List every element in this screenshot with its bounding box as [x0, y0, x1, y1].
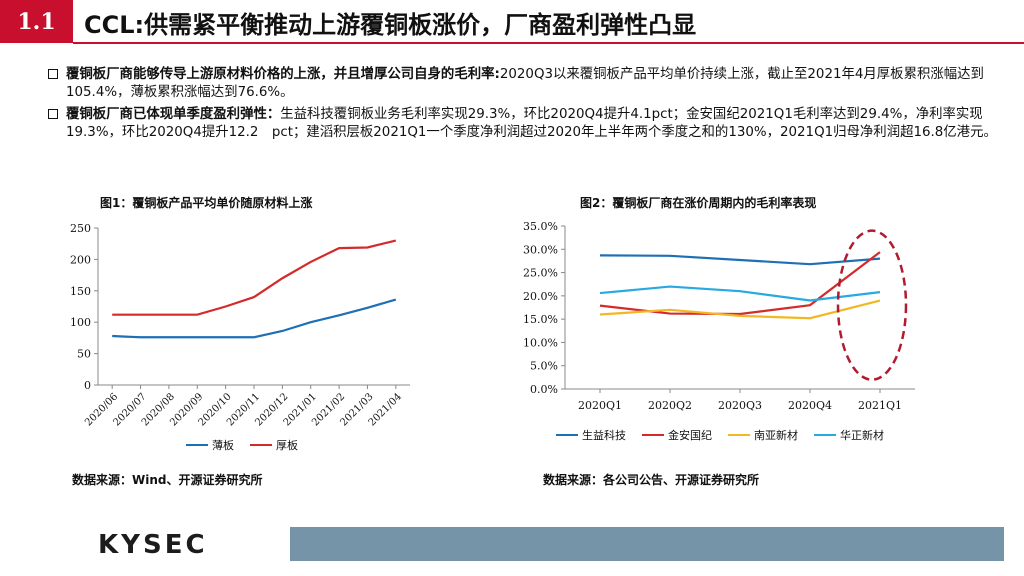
x-tick-label: 2020Q1: [578, 399, 622, 412]
legend-swatch: [728, 434, 750, 436]
x-tick-label: 2020Q2: [648, 399, 692, 412]
chart2-legend: 生益科技 金安国纪 南亚新材 华正新材: [556, 427, 900, 443]
legend-swatch: [642, 434, 664, 436]
bullet-item-1: 覆铜板厂商能够传导上游原材料价格的上涨，并且增厚公司自身的毛利率:2020Q3以…: [48, 66, 1018, 102]
y-tick-label: 5.0%: [530, 360, 558, 373]
y-tick-label: 50: [77, 348, 91, 361]
chart1-title: 图1：覆铜板产品平均单价随原材料上涨: [100, 196, 313, 210]
chart2-svg: 0.0% 5.0% 10.0% 15.0% 20.0% 25.0% 30.0% 35.0% 20…: [523, 220, 915, 412]
legend-item: 华正新材: [814, 427, 884, 443]
highlight-ellipse: [836, 229, 908, 381]
page-title: CCL:供需紧平衡推动上游覆铜板涨价，厂商盈利弹性凸显: [84, 11, 697, 39]
legend-item: 生益科技: [556, 427, 626, 443]
bullet-body: 生益科技覆铜板业务毛利率实现29.3%，环比2020Q4提升4.1pct；金安国…: [66, 107, 997, 140]
legend-item: 薄板: [186, 437, 234, 453]
legend-item: 金安国纪: [642, 427, 712, 443]
bullet-bold: 覆铜板厂商已体现单季度盈利弹性：: [66, 107, 281, 122]
x-tick-label: 2020Q3: [718, 399, 762, 412]
legend-swatch: [250, 444, 272, 446]
legend-label: 南亚新材: [754, 429, 798, 442]
title-underline: [73, 42, 1024, 44]
legend-label: 厚板: [276, 439, 298, 452]
y-tick-label: 100: [70, 316, 91, 329]
y-tick-label: 250: [70, 222, 91, 235]
y-tick-label: 30.0%: [523, 243, 558, 256]
y-tick-label: 25.0%: [523, 267, 558, 280]
chart1-title-wrap: 图1：覆铜板产品平均单价随原材料上涨: [100, 192, 312, 211]
y-tick-label: 20.0%: [523, 290, 558, 303]
bullet-item-2: 覆铜板厂商已体现单季度盈利弹性：生益科技覆铜板业务毛利率实现29.3%，环比20…: [48, 106, 1018, 142]
legend-item: 南亚新材: [728, 427, 798, 443]
series-line-2: [112, 239, 397, 316]
series-line-1: [112, 298, 397, 339]
kysec-logo: KYSEC: [98, 530, 208, 560]
square-bullet-icon: [48, 109, 58, 119]
legend-label: 生益科技: [582, 429, 626, 442]
bullet-list: 覆铜板厂商能够传导上游原材料价格的上涨，并且增厚公司自身的毛利率:2020Q3以…: [48, 66, 1018, 146]
footer-bar: [290, 527, 1004, 561]
chart2-title-wrap: 图2：覆铜板厂商在涨价周期内的毛利率表现: [580, 192, 816, 211]
legend-label: 华正新材: [840, 429, 884, 442]
chart2-title: 图2：覆铜板厂商在涨价周期内的毛利率表现: [580, 196, 817, 210]
chart1-legend: 薄板 厚板: [186, 437, 314, 453]
y-tick-label: 15.0%: [523, 313, 558, 326]
legend-swatch: [186, 444, 208, 446]
legend-item: 厚板: [250, 437, 298, 453]
square-bullet-icon: [48, 69, 58, 79]
y-tick-label: 150: [70, 285, 91, 298]
chart1-source: 数据来源：Wind、开源证券研究所: [72, 473, 263, 487]
y-tick-label: 0.0%: [530, 383, 558, 396]
series-line-4: [599, 285, 881, 302]
y-tick-label: 35.0%: [523, 220, 558, 233]
x-tick-label: 2020Q4: [788, 399, 832, 412]
y-tick-label: 10.0%: [523, 336, 558, 349]
chart1-svg: 0501001502002502020/062020/072020/082020…: [70, 222, 410, 428]
y-tick-label: 200: [70, 253, 91, 266]
series-line-3: [599, 299, 881, 320]
bullet-body: 2020Q3以来覆铜板产品平均单价持续上涨，截止至2021年4月厚板累积涨幅达到…: [66, 67, 984, 100]
x-tick-label: 2021Q1: [858, 399, 902, 412]
legend-swatch: [556, 434, 578, 436]
bullet-bold: 覆铜板厂商能够传导上游原材料价格的上涨，并且增厚公司自身的毛利率:: [66, 67, 500, 82]
series-line-1: [599, 254, 881, 266]
legend-label: 金安国纪: [668, 429, 712, 442]
chart2-source: 数据来源：各公司公告、开源证券研究所: [543, 473, 760, 487]
section-badge: 1.1: [0, 0, 73, 43]
y-tick-label: 0: [84, 379, 91, 392]
legend-swatch: [814, 434, 836, 436]
bullet-text: 覆铜板厂商已体现单季度盈利弹性：生益科技覆铜板业务毛利率实现29.3%，环比20…: [66, 106, 1018, 142]
bullet-text: 覆铜板厂商能够传导上游原材料价格的上涨，并且增厚公司自身的毛利率:2020Q3以…: [66, 66, 1018, 102]
legend-label: 薄板: [212, 439, 234, 452]
